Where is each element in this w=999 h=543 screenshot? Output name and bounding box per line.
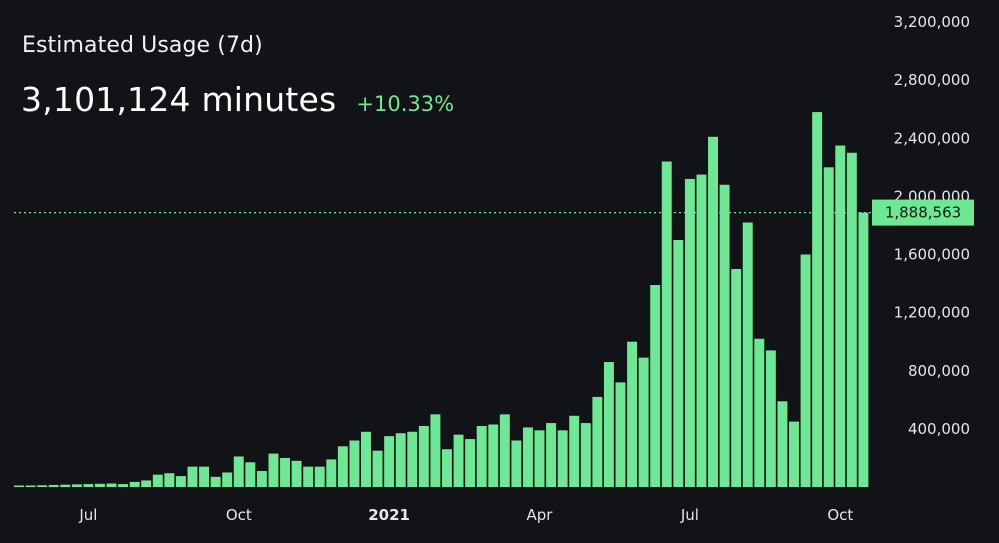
usage-bar [60, 484, 71, 487]
usage-bar [94, 483, 105, 487]
usage-bar [465, 439, 476, 487]
usage-bar [152, 474, 163, 487]
usage-bar [534, 430, 545, 487]
usage-bar [812, 112, 823, 487]
usage-bar [187, 466, 198, 487]
y-axis-tick-label: 400,000 [908, 420, 970, 438]
usage-bar [846, 152, 857, 487]
usage-bar [326, 459, 337, 487]
usage-bar [742, 222, 753, 487]
usage-bar [106, 483, 117, 487]
x-axis-tick-label: Jul [78, 506, 97, 524]
usage-bar [580, 423, 591, 487]
usage-bar [684, 178, 695, 487]
usage-bar [164, 473, 175, 487]
metric-row: 3,101,124 minutes +10.33% [21, 80, 454, 119]
usage-bar [303, 466, 314, 487]
usage-bar [754, 338, 765, 487]
usage-bar [199, 466, 210, 487]
usage-bar [280, 457, 290, 487]
usage-bar [48, 484, 59, 487]
usage-bar [719, 184, 730, 487]
x-axis-tick-label: Oct [827, 506, 853, 524]
usage-bar [546, 423, 557, 487]
current-value-label: 1,888,563 [885, 204, 961, 222]
usage-bar [372, 450, 383, 487]
usage-bar [708, 136, 718, 488]
usage-bar [650, 285, 661, 487]
usage-bar [337, 446, 348, 487]
usage-bar [418, 425, 429, 487]
usage-bar [615, 382, 626, 488]
usage-bar [858, 212, 869, 487]
usage-bar [37, 485, 48, 487]
usage-bar [349, 440, 360, 487]
usage-bar [765, 350, 776, 487]
usage-bar [268, 453, 279, 487]
usage-bar [453, 434, 464, 487]
x-axis-tick-label: Apr [527, 506, 554, 524]
usage-bar [233, 456, 244, 487]
usage-bar [314, 466, 325, 487]
y-axis-tick-label: 2,400,000 [894, 129, 970, 147]
usage-bar [256, 471, 267, 487]
usage-bar [245, 462, 256, 487]
y-axis-tick-label: 1,600,000 [894, 246, 970, 264]
y-axis-tick-label: 2,800,000 [894, 71, 970, 89]
usage-change-percent: +10.33% [356, 92, 455, 116]
usage-bar [673, 239, 684, 487]
usage-bar [638, 357, 649, 487]
usage-bar [789, 421, 799, 487]
usage-bar [442, 449, 452, 487]
y-axis-tick-label: 800,000 [908, 362, 970, 380]
usage-bar [71, 484, 82, 487]
usage-bar [627, 341, 638, 487]
usage-bar [511, 440, 522, 487]
usage-bar [603, 362, 614, 487]
usage-bar [118, 484, 129, 487]
usage-bar [569, 415, 580, 487]
x-axis-tick-label: 2021 [368, 506, 410, 524]
usage-bar [696, 174, 707, 487]
usage-bar [210, 476, 221, 487]
usage-bar [800, 254, 811, 487]
x-axis-tick-label: Oct [226, 506, 252, 524]
usage-bar [430, 414, 441, 487]
usage-bar [14, 485, 24, 487]
usage-bar [731, 269, 742, 487]
usage-bar [592, 396, 603, 487]
chart-title: Estimated Usage (7d) [22, 33, 263, 58]
usage-bar [129, 481, 140, 487]
usage-bar [835, 145, 846, 487]
usage-bar [499, 414, 510, 487]
usage-bar [361, 431, 371, 487]
usage-bar [522, 427, 533, 487]
usage-bar [141, 480, 152, 487]
x-axis-tick-label: Jul [680, 506, 699, 524]
usage-bar [25, 485, 36, 487]
usage-bar [395, 433, 406, 487]
usage-bar [661, 161, 672, 487]
usage-bar [175, 476, 186, 487]
usage-bar [488, 424, 499, 487]
y-axis-tick-label: 1,200,000 [894, 304, 970, 322]
current-value-badge [872, 199, 974, 226]
usage-bar [384, 436, 395, 487]
usage-bar [83, 484, 94, 487]
usage-bar [823, 167, 834, 487]
usage-bar [777, 401, 788, 487]
usage-bar [407, 431, 418, 487]
usage-bar [291, 460, 302, 487]
usage-bar [557, 430, 568, 487]
usage-bar [222, 472, 233, 487]
usage-bar [476, 425, 487, 487]
usage-total-value: 3,101,124 minutes [21, 80, 337, 119]
y-axis-tick-label: 3,200,000 [894, 13, 970, 31]
